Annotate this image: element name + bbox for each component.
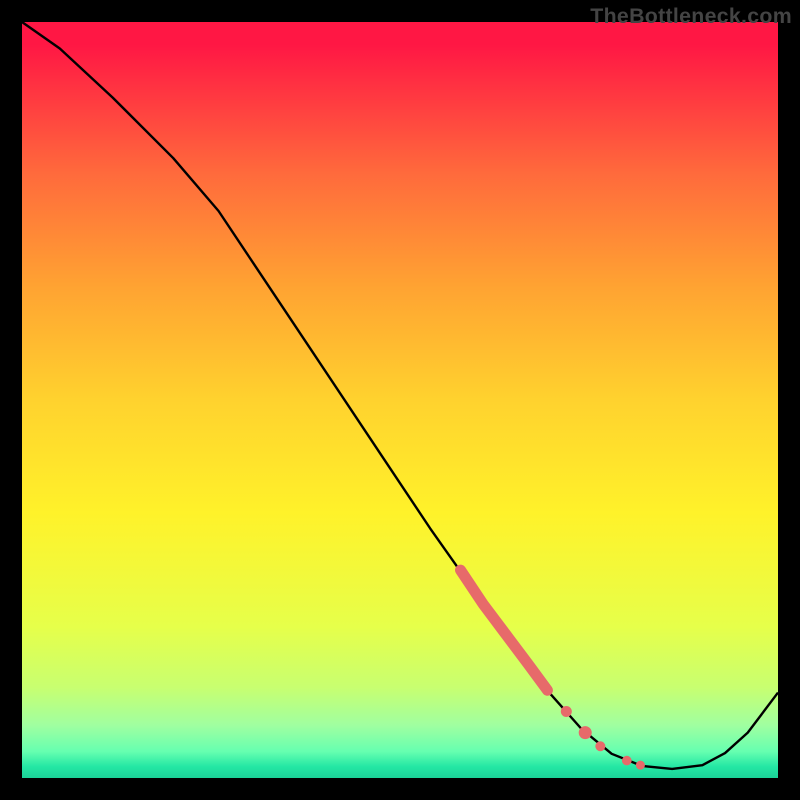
highlight-dot bbox=[636, 761, 645, 770]
curve-layer bbox=[22, 22, 778, 778]
bottleneck-curve bbox=[22, 22, 778, 769]
plot-area bbox=[22, 22, 778, 778]
highlight-segment bbox=[460, 570, 547, 690]
highlight-dot bbox=[622, 756, 632, 766]
highlight-dot bbox=[595, 741, 605, 751]
highlight-dot bbox=[579, 726, 592, 739]
highlight-dots bbox=[561, 706, 645, 770]
highlight-dot bbox=[561, 706, 572, 717]
chart-outer-frame: TheBottleneck.com bbox=[0, 0, 800, 800]
watermark-text: TheBottleneck.com bbox=[590, 4, 792, 29]
